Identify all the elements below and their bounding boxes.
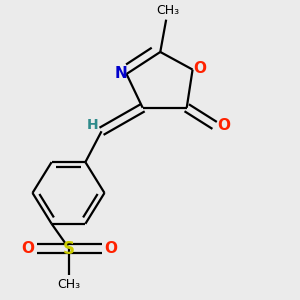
Text: N: N	[114, 67, 127, 82]
Text: O: O	[194, 61, 206, 76]
Text: O: O	[104, 241, 117, 256]
Text: O: O	[217, 118, 230, 133]
Text: H: H	[87, 118, 98, 132]
Text: CH₃: CH₃	[156, 4, 179, 17]
Text: O: O	[22, 241, 34, 256]
Text: S: S	[63, 240, 75, 258]
Text: CH₃: CH₃	[58, 278, 81, 290]
